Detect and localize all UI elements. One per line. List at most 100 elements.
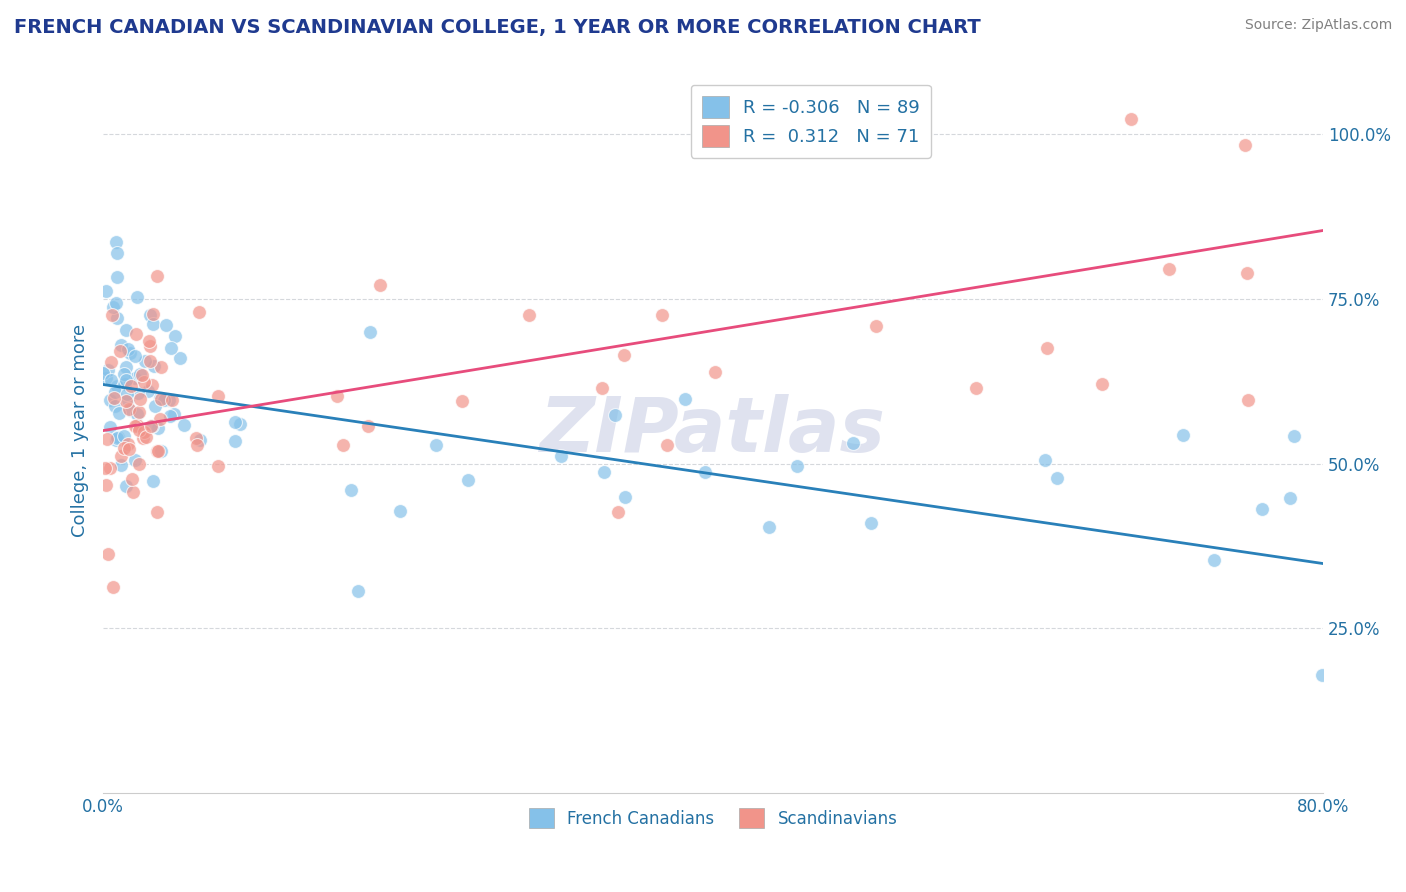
- Point: [104, 295, 127, 310]
- Point: [150, 392, 173, 406]
- Point: [148, 420, 170, 434]
- Point: [159, 409, 181, 423]
- Point: [1035, 341, 1057, 355]
- Point: [105, 245, 128, 260]
- Point: [139, 354, 162, 368]
- Point: [120, 379, 142, 393]
- Legend: French Canadians, Scandinavians: French Canadians, Scandinavians: [522, 801, 904, 835]
- Point: [146, 505, 169, 519]
- Point: [94, 461, 117, 475]
- Point: [1282, 428, 1305, 442]
- Point: [841, 435, 863, 450]
- Point: [1033, 453, 1056, 467]
- Point: [115, 394, 138, 409]
- Point: [1202, 553, 1225, 567]
- Point: [110, 338, 132, 352]
- Point: [127, 290, 149, 304]
- Point: [132, 431, 155, 445]
- Point: [101, 300, 124, 314]
- Point: [591, 381, 613, 395]
- Point: [693, 465, 716, 479]
- Point: [860, 516, 883, 530]
- Point: [370, 277, 392, 292]
- Point: [340, 483, 363, 497]
- Point: [100, 355, 122, 369]
- Point: [1157, 262, 1180, 277]
- Point: [357, 419, 380, 434]
- Point: [1091, 376, 1114, 391]
- Point: [517, 308, 540, 322]
- Point: [98, 393, 121, 408]
- Point: [96, 432, 118, 446]
- Point: [94, 478, 117, 492]
- Point: [224, 415, 246, 429]
- Text: Source: ZipAtlas.com: Source: ZipAtlas.com: [1244, 18, 1392, 32]
- Point: [142, 475, 165, 489]
- Point: [122, 484, 145, 499]
- Point: [655, 438, 678, 452]
- Point: [146, 443, 169, 458]
- Point: [346, 584, 368, 599]
- Point: [118, 442, 141, 456]
- Point: [865, 319, 887, 334]
- Point: [138, 308, 160, 322]
- Point: [127, 385, 149, 400]
- Point: [207, 389, 229, 403]
- Point: [332, 437, 354, 451]
- Point: [186, 438, 208, 452]
- Y-axis label: College, 1 year or more: College, 1 year or more: [72, 324, 89, 537]
- Point: [100, 373, 122, 387]
- Point: [1236, 393, 1258, 408]
- Point: [1310, 667, 1333, 681]
- Point: [965, 381, 987, 395]
- Point: [105, 269, 128, 284]
- Point: [107, 430, 129, 444]
- Point: [114, 323, 136, 337]
- Point: [128, 405, 150, 419]
- Point: [389, 504, 412, 518]
- Point: [108, 406, 131, 420]
- Text: ZIPatlas: ZIPatlas: [540, 393, 886, 467]
- Point: [593, 466, 616, 480]
- Point: [139, 419, 162, 434]
- Point: [115, 374, 138, 388]
- Point: [142, 359, 165, 373]
- Point: [141, 378, 163, 392]
- Point: [114, 441, 136, 455]
- Point: [1046, 471, 1069, 485]
- Point: [425, 438, 447, 452]
- Point: [359, 326, 381, 340]
- Point: [129, 367, 152, 381]
- Point: [94, 371, 117, 385]
- Point: [124, 453, 146, 467]
- Point: [457, 473, 479, 487]
- Point: [132, 375, 155, 389]
- Point: [128, 423, 150, 437]
- Point: [104, 434, 127, 448]
- Point: [165, 329, 187, 343]
- Point: [651, 309, 673, 323]
- Point: [110, 449, 132, 463]
- Point: [149, 391, 172, 405]
- Point: [149, 444, 172, 458]
- Point: [149, 412, 172, 426]
- Point: [550, 449, 572, 463]
- Point: [104, 399, 127, 413]
- Point: [613, 348, 636, 362]
- Point: [146, 269, 169, 284]
- Point: [155, 318, 177, 333]
- Text: FRENCH CANADIAN VS SCANDINAVIAN COLLEGE, 1 YEAR OR MORE CORRELATION CHART: FRENCH CANADIAN VS SCANDINAVIAN COLLEGE,…: [14, 18, 981, 37]
- Point: [224, 434, 246, 449]
- Point: [134, 354, 156, 368]
- Point: [121, 472, 143, 486]
- Point: [118, 402, 141, 417]
- Point: [98, 420, 121, 434]
- Point: [129, 392, 152, 406]
- Point: [98, 460, 121, 475]
- Point: [93, 366, 115, 380]
- Point: [97, 547, 120, 561]
- Point: [1234, 137, 1257, 152]
- Point: [758, 520, 780, 534]
- Point: [125, 408, 148, 422]
- Point: [104, 235, 127, 250]
